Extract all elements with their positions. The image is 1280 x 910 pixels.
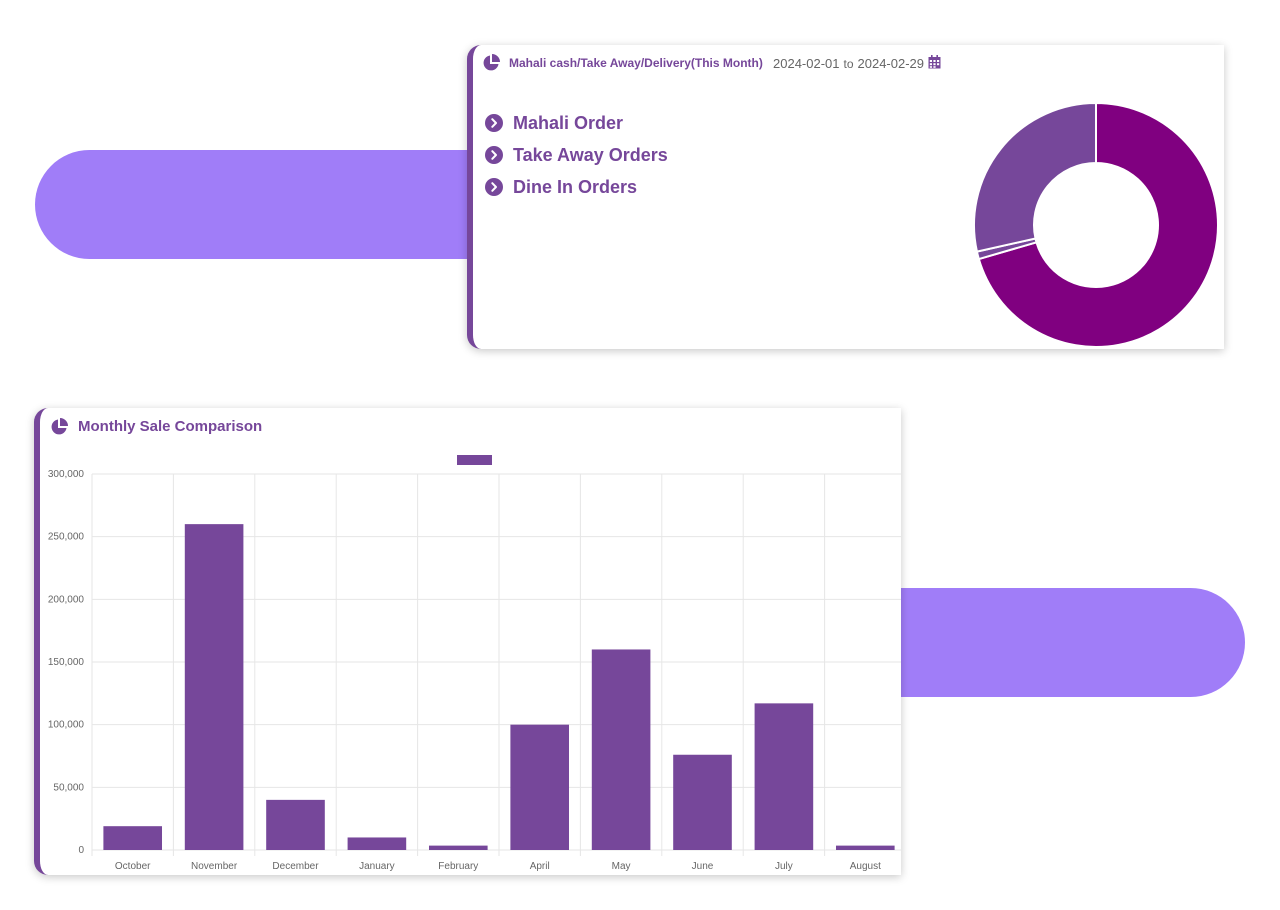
bar-october[interactable] xyxy=(103,826,163,850)
y-tick-label: 250,000 xyxy=(48,532,85,543)
bar-june[interactable] xyxy=(673,754,732,850)
x-tick-label: February xyxy=(438,861,478,872)
list-item-label: Take Away Orders xyxy=(513,144,668,165)
list-item-mahali-order[interactable]: Mahali Order xyxy=(485,107,668,139)
order-type-donut-chart xyxy=(973,101,1219,348)
chevron-circle-right-icon xyxy=(485,146,503,164)
y-tick-label: 100,000 xyxy=(48,720,85,731)
x-tick-label: April xyxy=(530,861,550,872)
order-type-list: Mahali Order Take Away Orders Dine In Or… xyxy=(485,107,668,203)
date-from: 2024-02-01 xyxy=(773,56,840,71)
date-range[interactable]: 2024-02-01 to 2024-02-29 xyxy=(773,55,941,72)
date-to-word: to xyxy=(843,56,854,71)
x-tick-label: June xyxy=(692,861,714,872)
donut-slice-mahali-order[interactable] xyxy=(977,101,1219,348)
bar-january[interactable] xyxy=(347,837,407,850)
y-tick-label: 200,000 xyxy=(48,594,85,605)
list-item-take-away-orders[interactable]: Take Away Orders xyxy=(485,139,668,171)
x-tick-label: July xyxy=(775,861,793,872)
monthly-sale-bar-chart: 0 50,000 100,000 150,000 200,000 250,000 300,0… xyxy=(48,455,901,872)
pie-chart-icon xyxy=(482,54,500,77)
bar-december[interactable] xyxy=(266,799,325,850)
calendar-icon[interactable] xyxy=(928,55,941,72)
chevron-circle-right-icon xyxy=(485,114,503,132)
legend-swatch[interactable] xyxy=(457,455,492,465)
x-tick-label: October xyxy=(115,861,151,872)
list-item-label: Dine In Orders xyxy=(513,176,638,197)
bar-july[interactable] xyxy=(754,703,814,850)
y-tick-label: 300,000 xyxy=(48,469,85,480)
chevron-circle-right-icon xyxy=(485,178,503,196)
card-title: Mahali cash/Take Away/Delivery(This Mont… xyxy=(509,56,763,70)
x-tick-label: August xyxy=(850,861,881,872)
bar-november[interactable] xyxy=(184,524,244,850)
pie-chart-icon xyxy=(50,418,68,441)
y-tick-label: 50,000 xyxy=(53,782,84,793)
x-tick-label: December xyxy=(272,861,319,872)
x-tick-label: January xyxy=(359,861,395,872)
bar-may[interactable] xyxy=(591,649,651,850)
donut-slice-dine-in-orders[interactable] xyxy=(973,101,1097,253)
y-tick-label: 150,000 xyxy=(48,657,85,668)
bar-august[interactable] xyxy=(835,845,895,850)
bar-april[interactable] xyxy=(510,724,570,850)
card-title: Monthly Sale Comparison xyxy=(78,418,263,435)
x-tick-label: May xyxy=(612,861,631,872)
order-type-card: Mahali cash/Take Away/Delivery(This Mont… xyxy=(467,45,1224,349)
y-tick-label: 0 xyxy=(78,845,84,856)
list-item-label: Mahali Order xyxy=(513,112,624,133)
list-item-dine-in-orders[interactable]: Dine In Orders xyxy=(485,171,668,203)
bar-february[interactable] xyxy=(428,845,488,850)
x-tick-label: November xyxy=(191,861,238,872)
decorative-pill-bottom xyxy=(840,588,1245,697)
date-to: 2024-02-29 xyxy=(857,56,925,71)
monthly-sale-card: Monthly Sale Comparison 0 50,000 100,000 15… xyxy=(34,408,901,875)
